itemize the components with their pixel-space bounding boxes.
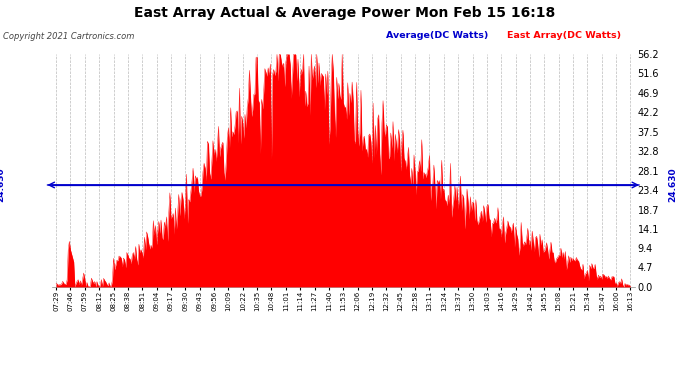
Text: East Array(DC Watts): East Array(DC Watts) [507, 31, 621, 40]
Text: 24.630: 24.630 [0, 168, 5, 202]
Text: Average(DC Watts): Average(DC Watts) [386, 31, 489, 40]
Text: East Array Actual & Average Power Mon Feb 15 16:18: East Array Actual & Average Power Mon Fe… [135, 6, 555, 20]
Text: Copyright 2021 Cartronics.com: Copyright 2021 Cartronics.com [3, 32, 135, 41]
Text: 24.630: 24.630 [668, 168, 677, 202]
